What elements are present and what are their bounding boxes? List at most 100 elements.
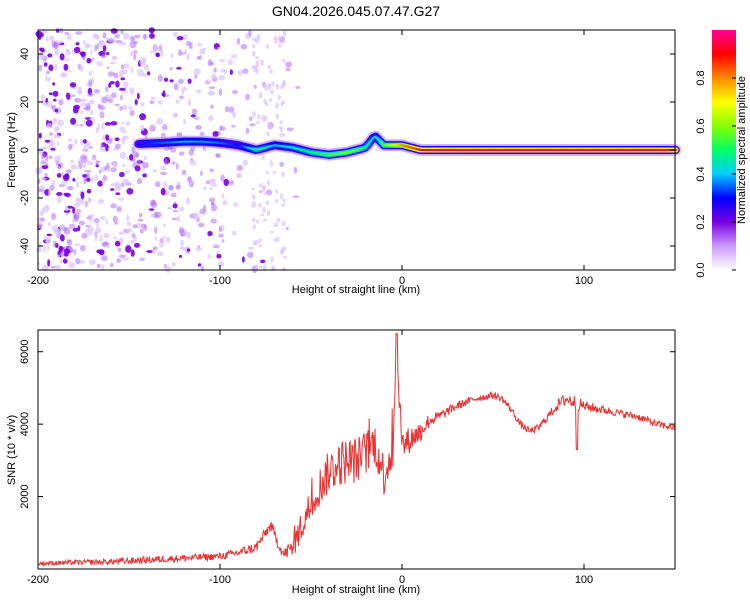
noise-blob <box>134 165 141 172</box>
noise-blob <box>253 84 257 89</box>
noise-blob <box>142 73 148 77</box>
noise-blob <box>182 247 187 252</box>
noise-blob <box>90 176 95 183</box>
noise-blob <box>266 131 270 136</box>
noise-blob <box>149 124 156 132</box>
noise-blob <box>136 92 140 100</box>
noise-blob <box>104 165 107 171</box>
noise-blob <box>267 65 272 70</box>
noise-blob <box>85 203 90 206</box>
noise-blob <box>61 180 67 186</box>
snr-panel: -200 -100 0 100 2000 4000 6000 Height of stra… <box>6 329 676 596</box>
noise-blob <box>295 85 301 89</box>
noise-blob <box>262 82 267 88</box>
noise-blob <box>218 88 223 97</box>
y-tick-label: 40 <box>19 48 31 60</box>
noise-blob <box>47 222 51 227</box>
noise-blob <box>100 144 104 148</box>
noise-blob <box>279 120 284 125</box>
noise-blob <box>252 224 257 230</box>
noise-blob <box>113 72 119 79</box>
noise-blob <box>251 50 256 57</box>
noise-blob <box>119 106 123 111</box>
noise-blob <box>169 79 174 83</box>
noise-blob <box>70 225 75 228</box>
noise-blob <box>105 86 109 93</box>
noise-blob <box>118 254 126 258</box>
noise-blob <box>105 51 110 56</box>
noise-blob <box>110 167 117 173</box>
colorbar-tick-label: 0.0 <box>695 262 707 277</box>
noise-blob <box>285 226 289 231</box>
spectrogram-x-ticks: -200 -100 0 100 <box>27 30 593 287</box>
noise-blob <box>196 42 203 47</box>
noise-blob <box>79 110 84 114</box>
noise-blob <box>275 113 280 120</box>
noise-blob <box>79 51 86 56</box>
noise-blob <box>89 49 93 56</box>
noise-blob <box>133 40 138 45</box>
noise-blob <box>44 139 51 143</box>
noise-blob <box>46 233 52 237</box>
y-tick-label: -40 <box>19 238 31 254</box>
noise-blob <box>107 98 114 104</box>
snr-series-line <box>37 333 676 568</box>
noise-blob <box>36 53 45 61</box>
noise-blob <box>120 29 124 35</box>
noise-blob <box>44 173 48 178</box>
noise-blob <box>118 69 125 76</box>
noise-blob <box>80 103 87 107</box>
noise-blob <box>210 104 215 109</box>
noise-blob <box>206 180 210 185</box>
noise-blob <box>94 44 98 52</box>
noise-blob <box>80 244 86 252</box>
noise-blob <box>66 239 73 246</box>
noise-blob <box>194 73 198 80</box>
noise-blob <box>129 87 135 95</box>
noise-blob <box>152 212 159 219</box>
noise-blob <box>178 206 185 212</box>
noise-blob <box>37 189 44 192</box>
noise-blob <box>179 95 184 100</box>
noise-blob <box>162 123 168 131</box>
noise-blob <box>132 224 138 229</box>
noise-blob <box>38 166 43 174</box>
noise-blob <box>112 215 118 223</box>
noise-blob <box>274 199 279 203</box>
noise-blob <box>92 33 99 39</box>
noise-blob <box>39 210 43 216</box>
noise-blob <box>199 48 206 55</box>
noise-blob <box>109 81 115 85</box>
noise-blob <box>100 216 106 221</box>
noise-blob <box>130 239 135 244</box>
noise-blob <box>110 121 118 126</box>
noise-blob <box>81 55 86 61</box>
noise-blob <box>196 56 201 60</box>
noise-blob <box>84 169 92 173</box>
noise-blob <box>247 251 254 259</box>
noise-blob <box>276 217 281 223</box>
noise-blob <box>156 118 164 125</box>
noise-blob <box>41 146 48 150</box>
noise-blob <box>245 93 250 101</box>
noise-blob <box>263 192 268 196</box>
spectrogram-y-label: Frequency (Hz) <box>6 112 18 188</box>
noise-blob <box>256 34 261 40</box>
noise-blob <box>48 155 53 160</box>
noise-blob <box>117 247 122 252</box>
noise-blob <box>281 220 286 227</box>
noise-blob <box>177 49 182 57</box>
noise-blob <box>98 40 104 46</box>
y-tick-label: 0 <box>19 147 31 153</box>
noise-blob <box>66 92 71 100</box>
noise-blob <box>51 180 56 186</box>
noise-blob <box>119 151 127 160</box>
noise-blob <box>191 108 198 115</box>
noise-blob <box>53 43 58 50</box>
noise-blob <box>240 43 248 50</box>
noise-blob <box>249 116 253 122</box>
noise-blob <box>38 64 43 72</box>
noise-blob <box>104 122 112 126</box>
noise-blob <box>125 121 131 127</box>
